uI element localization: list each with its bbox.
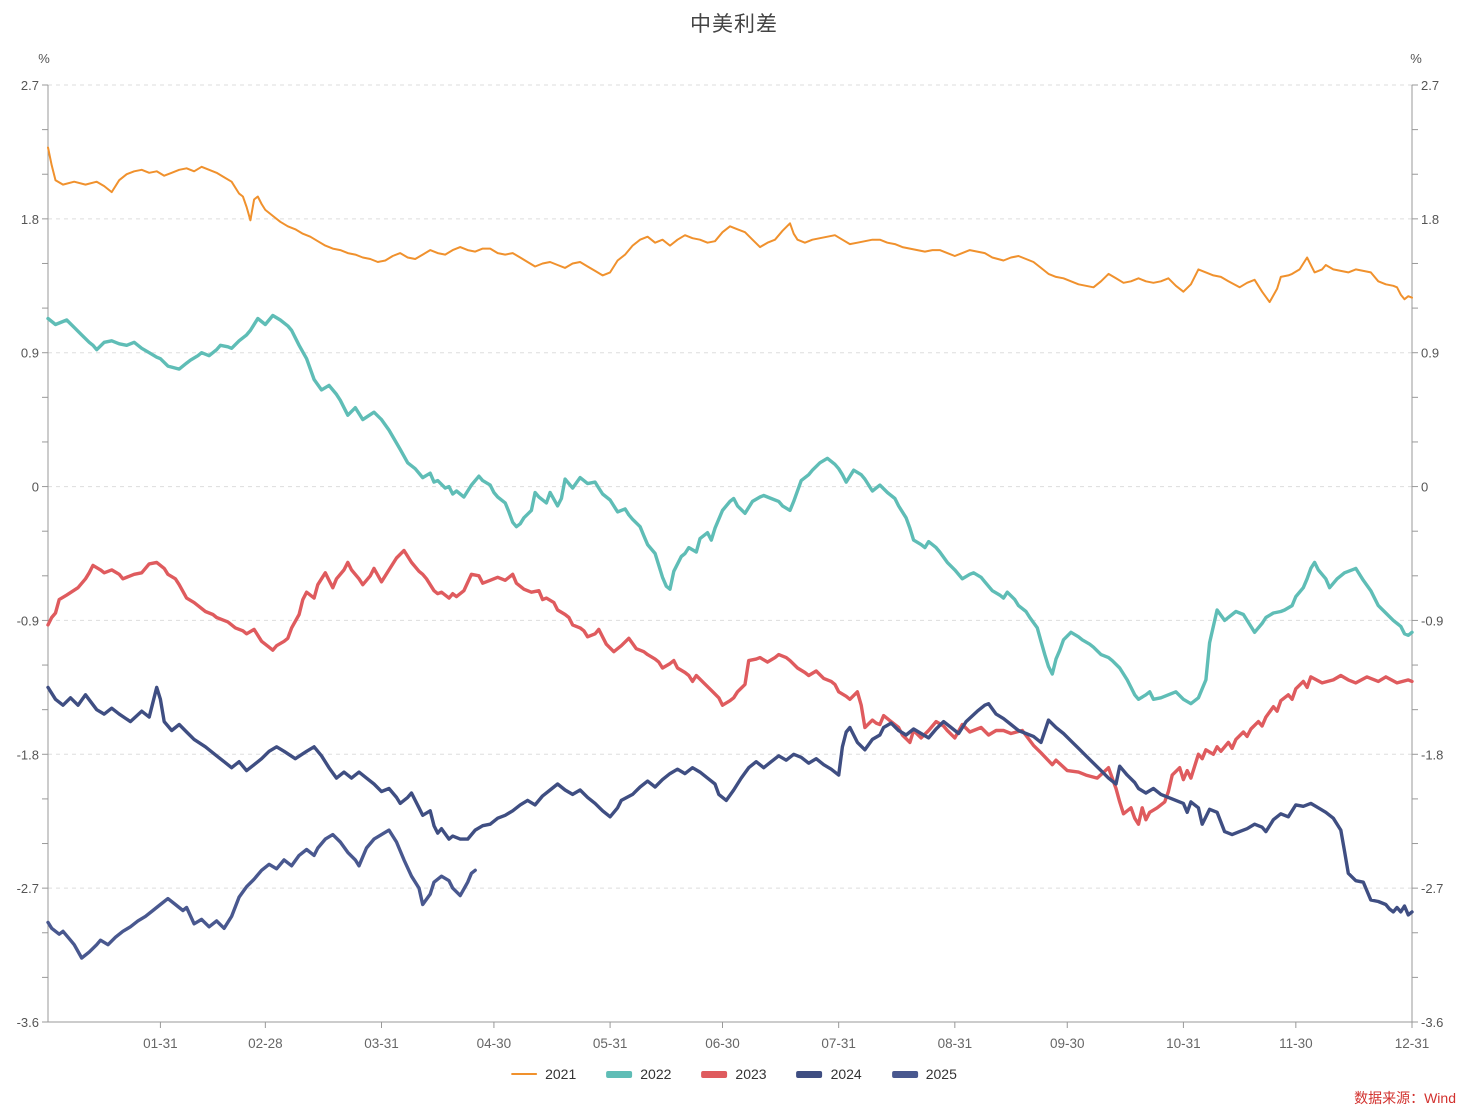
y-axis-unit-left: % <box>38 51 50 66</box>
y-axis-tick-label-right: -2.7 <box>1421 881 1443 896</box>
y-axis-tick-label-left: -1.8 <box>17 747 39 762</box>
series-line-2024 <box>46 685 1414 917</box>
data-source-note: 数据来源：Wind <box>1354 1090 1456 1106</box>
y-axis-tick-label-left: -3.6 <box>17 1015 39 1030</box>
y-axis-unit-right: % <box>1410 51 1422 66</box>
y-axis-tick-label-right: 1.8 <box>1421 212 1439 227</box>
y-axis-tick-label-right: -0.9 <box>1421 613 1443 628</box>
y-axis-tick-label-left: 1.8 <box>21 212 39 227</box>
legend-swatch-2024 <box>796 1070 823 1078</box>
legend-item-2023[interactable]: 2023 <box>701 1066 767 1082</box>
y-axis-tick-label-left: -2.7 <box>17 881 39 896</box>
x-axis-tick-label: 11-30 <box>1279 1036 1313 1051</box>
legend: 2021 2022 2023 2024 2025 <box>511 1066 957 1082</box>
x-axis-tick-label: 01-31 <box>143 1036 178 1051</box>
series-line-2025 <box>46 828 477 960</box>
x-axis-tick-label: 03-31 <box>364 1036 399 1051</box>
y-axis-tick-label-left: 0 <box>32 480 39 495</box>
y-axis-tick-label-left: 0.9 <box>21 346 39 361</box>
chart-title: 中美利差 <box>690 13 778 36</box>
legend-item-2024[interactable]: 2024 <box>796 1066 862 1082</box>
series-line-2023 <box>46 548 1414 826</box>
legend-label-2024: 2024 <box>830 1066 862 1082</box>
x-axis-tick-label: 08-31 <box>938 1036 973 1051</box>
x-axis-tick-label: 06-30 <box>705 1036 740 1051</box>
x-axis-tick-label: 05-31 <box>593 1036 628 1051</box>
legend-swatch-2021 <box>511 1073 538 1075</box>
legend-label-2025: 2025 <box>925 1066 957 1082</box>
legend-swatch-2023 <box>701 1070 728 1078</box>
legend-label-2021: 2021 <box>545 1066 577 1082</box>
legend-label-2023: 2023 <box>735 1066 767 1082</box>
x-axis-tick-label: 12-31 <box>1395 1036 1430 1051</box>
y-axis-tick-label-left: 2.7 <box>21 78 39 93</box>
x-axis-tick-label: 09-30 <box>1050 1036 1085 1051</box>
legend-swatch-2025 <box>891 1070 918 1078</box>
x-axis-tick-label: 02-28 <box>248 1036 283 1051</box>
series-line-2022 <box>46 313 1414 706</box>
y-axis-tick-label-right: 2.7 <box>1421 78 1439 93</box>
y-axis-tick-label-right: 0.9 <box>1421 346 1439 361</box>
series-line-2021 <box>47 146 1413 304</box>
y-axis-tick-label-left: -0.9 <box>17 613 39 628</box>
legend-item-2022[interactable]: 2022 <box>606 1066 671 1082</box>
y-axis-tick-label-right: -1.8 <box>1421 747 1443 762</box>
legend-item-2021[interactable]: 2021 <box>511 1066 576 1082</box>
x-axis-tick-label: 10-31 <box>1166 1036 1201 1051</box>
y-axis-tick-label-right: 0 <box>1421 480 1428 495</box>
legend-label-2022: 2022 <box>640 1066 672 1082</box>
legend-item-2025[interactable]: 2025 <box>891 1066 957 1082</box>
x-axis-tick-label: 07-31 <box>821 1036 856 1051</box>
x-axis-tick-label: 04-30 <box>477 1036 512 1051</box>
legend-swatch-2022 <box>606 1070 633 1078</box>
y-axis-tick-label-right: -3.6 <box>1421 1015 1443 1030</box>
